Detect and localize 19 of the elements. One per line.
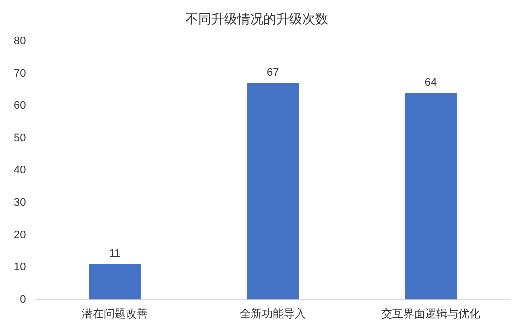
x-tick-label: 潜在问题改善 [82,307,148,320]
y-tick-label: 50 [14,132,26,144]
y-tick-label: 10 [14,262,26,274]
data-label: 67 [266,67,280,80]
y-tick-label: 0 [20,294,26,306]
y-tick-label: 70 [14,68,26,80]
y-tick-label: 30 [14,197,26,210]
x-tick-label: 全新功能导入 [240,307,306,320]
y-tick-label: 60 [14,100,26,112]
chart-title: 不同升级情况的升级次数 [186,11,328,26]
data-label: 64 [424,76,438,89]
y-tick-label: 40 [14,164,26,177]
y-tick-label: 80 [14,36,26,48]
x-tick-label: 交互界面逻辑与优化 [382,307,481,320]
data-label: 11 [109,248,121,260]
bar [247,84,300,300]
bar [404,93,458,300]
y-tick-label: 20 [14,229,26,242]
bar [89,264,142,300]
